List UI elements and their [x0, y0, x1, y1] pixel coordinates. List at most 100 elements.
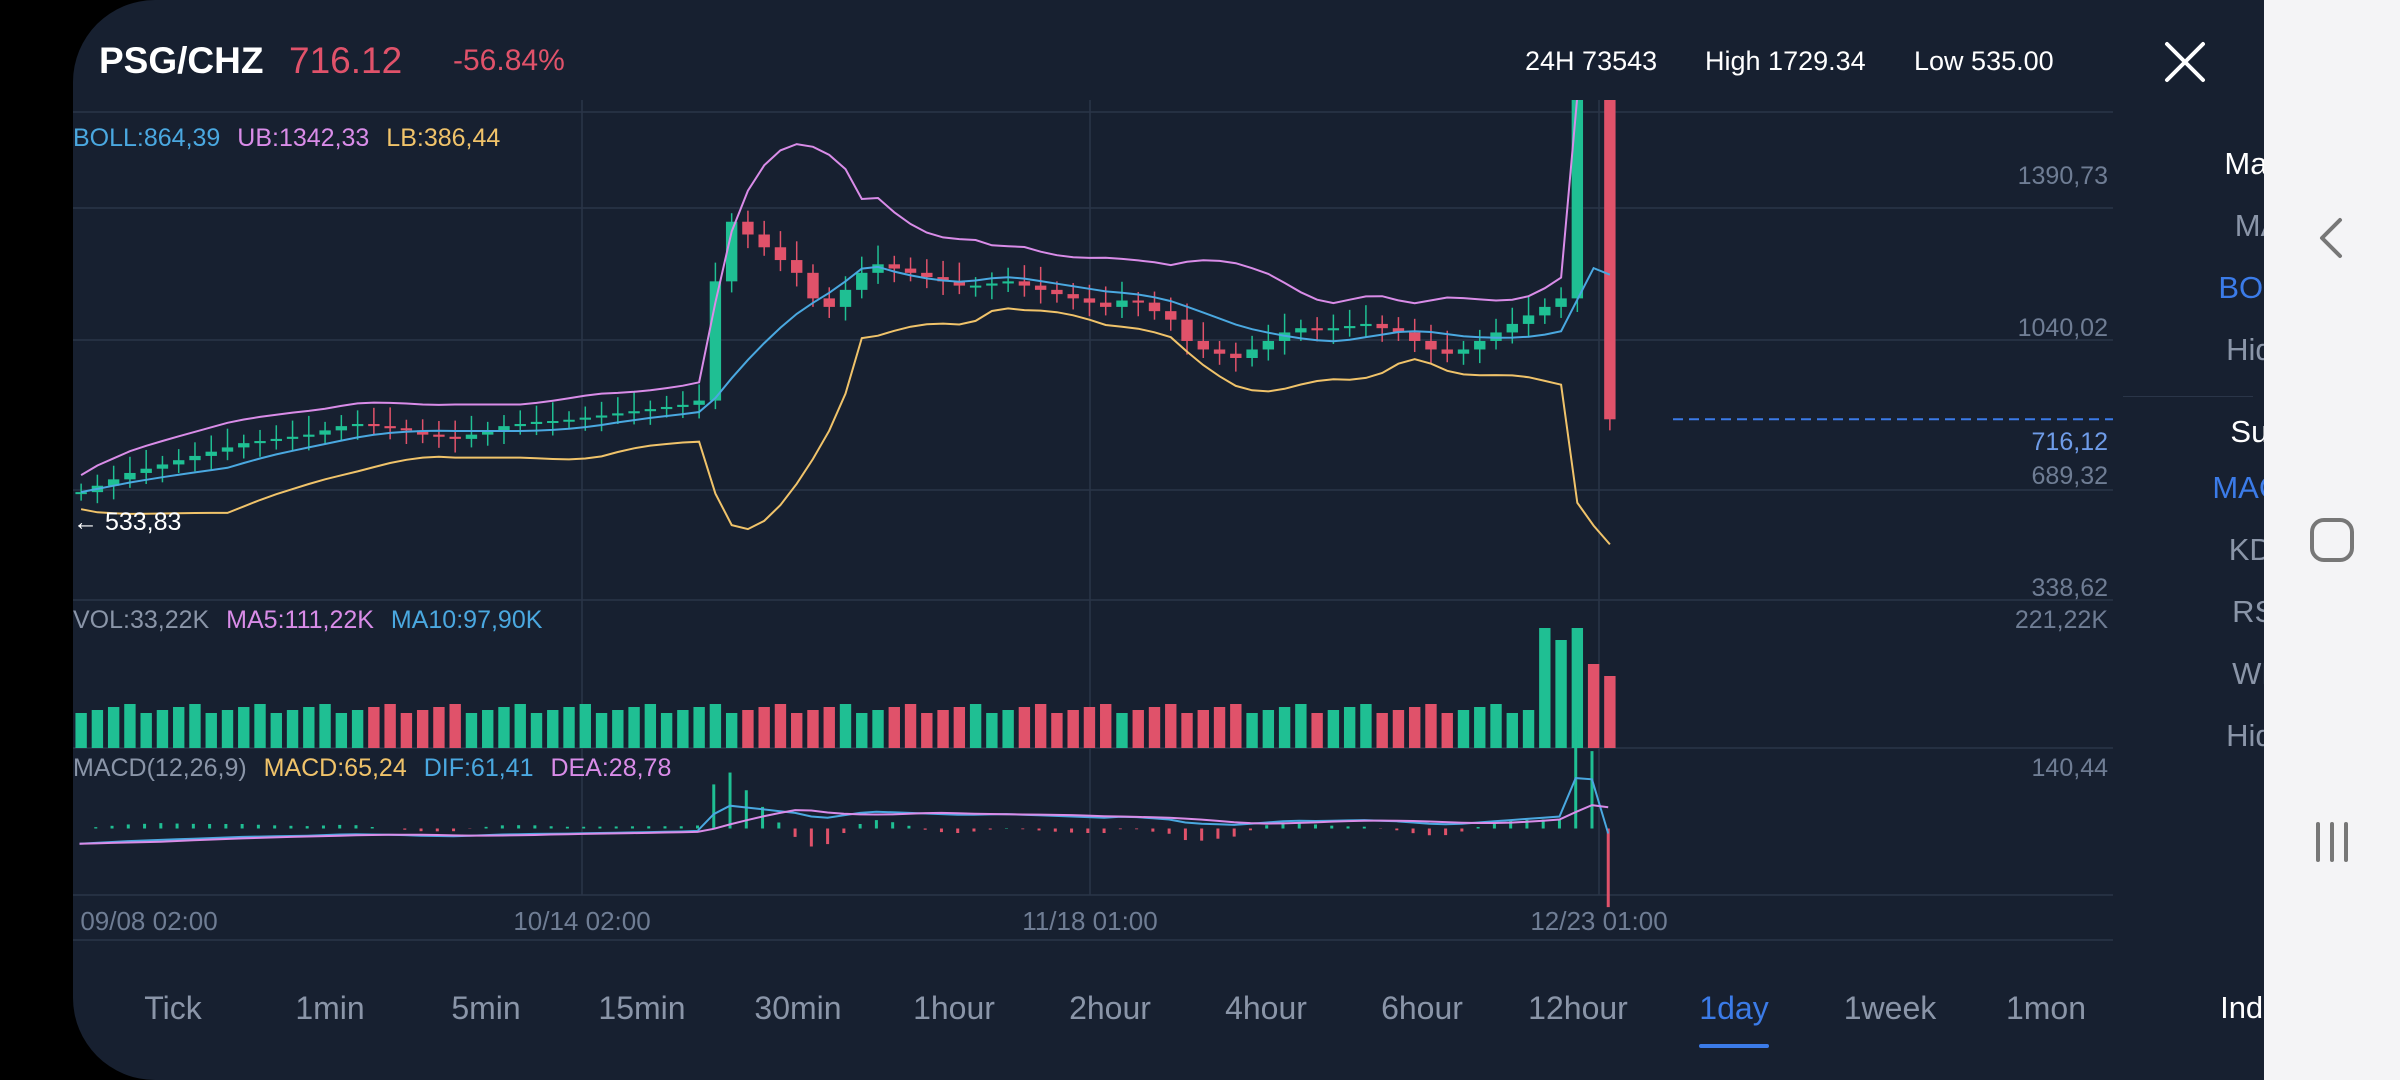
volume-bar-83: [1425, 704, 1437, 748]
volume-bar-5: [156, 710, 169, 748]
pair-title[interactable]: PSG/CHZ: [99, 40, 264, 81]
vol-ma10: MA10:97,90K: [390, 606, 543, 634]
volume-bar-69: [1197, 710, 1209, 748]
volume-bar-92: [1571, 628, 1584, 748]
candle-8: [205, 451, 217, 456]
home-icon[interactable]: [2304, 512, 2360, 573]
sub-kdj[interactable]: KDJ: [2228, 532, 2264, 567]
high-label: High: [1705, 46, 1761, 76]
candle-21: [416, 430, 429, 435]
volume-bar-40: [725, 713, 738, 748]
volume-bar-89: [1522, 710, 1535, 748]
boll-upper-line: [80, 100, 1578, 476]
macd-dif-line: [79, 777, 1610, 845]
volume-bar-4: [140, 713, 152, 748]
tab-12hour[interactable]: 12hour: [1528, 990, 1628, 1026]
tab-1min[interactable]: 1min: [295, 990, 365, 1026]
candle-47: [839, 289, 852, 307]
back-icon[interactable]: [2304, 210, 2360, 271]
macd-dea-line: [79, 804, 1609, 845]
volume-bar-46: [823, 707, 835, 748]
candle-9: [221, 447, 234, 452]
system-navbar: [2264, 0, 2400, 1080]
kline-chart[interactable]: [73, 100, 2113, 960]
volume-bar-70: [1213, 707, 1226, 748]
sub-rsi[interactable]: RSI: [2232, 594, 2264, 629]
volume-bar-85: [1457, 710, 1470, 748]
candle-27: [514, 423, 526, 427]
volume-bar-51: [904, 704, 917, 748]
candle-25: [482, 430, 494, 435]
volume-bar-34: [628, 707, 640, 748]
candle-54: [953, 281, 966, 286]
trading-app: PSG/CHZ 716.12 -56.84% 24H 73543 High 17…: [73, 0, 2264, 1080]
tab-tick[interactable]: Tick: [144, 990, 202, 1026]
volume-bar-47: [839, 704, 852, 748]
close-icon[interactable]: [2159, 36, 2211, 88]
volume-bar-52: [921, 713, 933, 748]
volume-bar-94: [1604, 676, 1616, 748]
candle-15: [319, 430, 331, 435]
volume-bar-44: [791, 713, 803, 748]
x-tick-1: 09/08 02:00: [80, 906, 218, 936]
candle-56: [986, 283, 998, 286]
volume-bar-39: [709, 704, 722, 748]
candle-89: [1522, 315, 1535, 324]
main-hide[interactable]: Hide: [2226, 332, 2264, 367]
recents-icon[interactable]: [2304, 814, 2360, 875]
candle-73: [1262, 340, 1275, 350]
tab-30min[interactable]: 30min: [754, 990, 842, 1026]
candle-65: [1132, 300, 1144, 303]
volume-bar-43: [774, 704, 787, 748]
sub-hide[interactable]: Hide: [2226, 718, 2264, 753]
volume-bar-41: [742, 710, 754, 748]
tab-4hour[interactable]: 4hour: [1225, 990, 1307, 1026]
boll-lines: [80, 100, 2113, 546]
candle-90: [1539, 306, 1551, 316]
candle-37: [677, 404, 689, 407]
volume-bar-15: [319, 704, 331, 748]
candle-38: [693, 400, 705, 405]
candle-35: [644, 409, 657, 412]
tab-15min[interactable]: 15min: [598, 990, 686, 1026]
candle-83: [1425, 340, 1437, 350]
candle-33: [612, 413, 624, 416]
volume-bar-3: [124, 704, 136, 748]
candle-48: [856, 272, 868, 290]
index-button[interactable]: Index: [2220, 990, 2264, 1025]
candle-22: [433, 434, 445, 437]
volume-bar-73: [1262, 710, 1275, 748]
candle-40: [725, 221, 738, 282]
volume-bar-29: [547, 710, 559, 748]
volume-bar-82: [1409, 707, 1421, 748]
boll-ub: UB:1342,33: [237, 124, 370, 152]
volume-bar-50: [888, 707, 900, 748]
volume-bar-60: [1051, 713, 1063, 748]
volume-bar-77: [1327, 710, 1340, 748]
vol-axis-max: 221,22K: [2014, 606, 2108, 634]
volume-bar-21: [416, 710, 429, 748]
volume-bar-90: [1539, 628, 1551, 748]
tab-1week[interactable]: 1week: [1843, 990, 1937, 1026]
main-ma[interactable]: MA: [2234, 208, 2264, 243]
tab-2hour[interactable]: 2hour: [1069, 990, 1151, 1026]
volume-bar-71: [1230, 704, 1242, 748]
candle-81: [1392, 328, 1405, 333]
vol24h-label: 24H: [1525, 46, 1575, 76]
vol-value: VOL:33,22K: [73, 606, 210, 634]
tab-1hour[interactable]: 1hour: [913, 990, 995, 1026]
sub-wr[interactable]: WR: [2232, 656, 2264, 691]
candle-84: [1441, 349, 1453, 354]
volume-bar-25: [482, 710, 494, 748]
macd-axis-max: 140,44: [2031, 754, 2108, 782]
volume-bar-49: [872, 710, 884, 748]
tab-1mon[interactable]: 1mon: [2005, 990, 2087, 1026]
high-value: 1729.34: [1768, 46, 1866, 76]
tab-5min[interactable]: 5min: [451, 990, 521, 1026]
sub-macd[interactable]: MACD: [2212, 470, 2264, 505]
tab-1day[interactable]: 1day: [1699, 990, 1769, 1026]
high-stat: High 1729.34: [1705, 46, 1866, 77]
main-boll[interactable]: BOLL: [2218, 270, 2264, 305]
tab-6hour[interactable]: 6hour: [1381, 990, 1463, 1026]
candle-49: [872, 264, 884, 273]
